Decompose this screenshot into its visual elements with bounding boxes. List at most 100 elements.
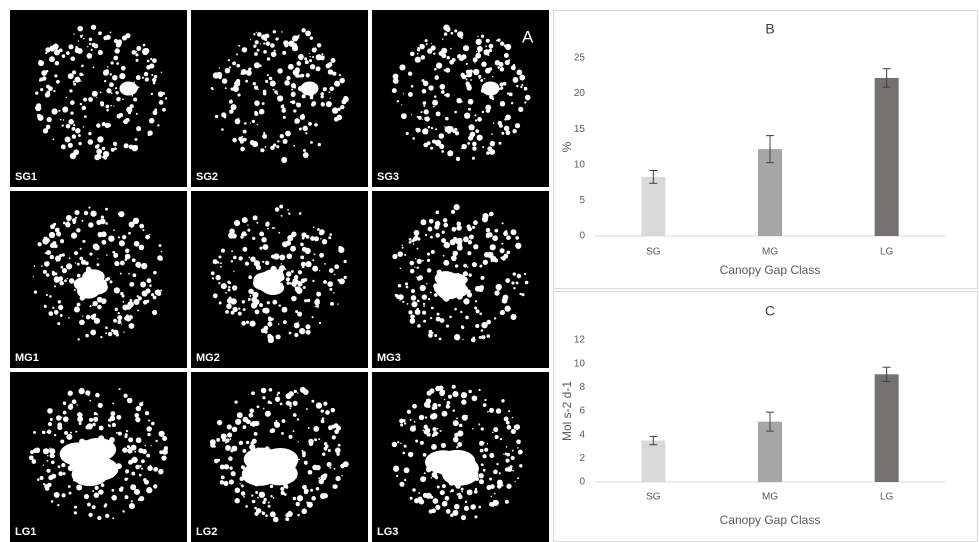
canopy-gap bbox=[283, 320, 287, 324]
gap-blob bbox=[120, 82, 138, 96]
canopy-gap bbox=[75, 262, 76, 263]
canopy-gap bbox=[499, 142, 502, 145]
canopy-gap bbox=[487, 411, 489, 413]
canopy-gap bbox=[456, 446, 458, 448]
photo: MG2 bbox=[191, 191, 368, 368]
canopy-gap bbox=[237, 420, 239, 422]
canopy-gap bbox=[111, 495, 117, 501]
canopy-gap bbox=[477, 46, 483, 52]
canopy-gap bbox=[101, 215, 104, 218]
canopy-gap bbox=[68, 317, 70, 319]
canopy-gap bbox=[330, 302, 334, 306]
canopy-gap bbox=[453, 237, 457, 241]
canopy-gap bbox=[111, 489, 114, 492]
canopy-gap bbox=[153, 271, 157, 275]
canopy-gap bbox=[521, 84, 523, 86]
canopy-gap bbox=[492, 98, 494, 100]
canopy-gap bbox=[100, 336, 102, 338]
canopy-gap bbox=[257, 32, 262, 37]
canopy-gap bbox=[66, 263, 72, 269]
canopy-gap bbox=[474, 490, 478, 494]
canopy-gap bbox=[265, 222, 269, 226]
canopy-gap bbox=[310, 489, 313, 492]
canopy-gap bbox=[69, 257, 71, 259]
canopy-gap bbox=[298, 270, 302, 274]
canopy-gap bbox=[301, 74, 305, 78]
canopy-gap bbox=[482, 216, 488, 222]
canopy-gap bbox=[313, 426, 319, 432]
photo-label: LG3 bbox=[377, 526, 398, 538]
canopy-gap bbox=[461, 54, 466, 59]
canopy-gap bbox=[47, 460, 49, 462]
canopy-gap bbox=[493, 122, 495, 124]
canopy-gap bbox=[440, 430, 442, 432]
canopy-gap bbox=[501, 399, 504, 402]
canopy-gap bbox=[335, 447, 341, 453]
canopy-gap bbox=[251, 495, 253, 497]
canopy-gap bbox=[147, 130, 152, 135]
canopy-gap bbox=[506, 236, 510, 240]
canopy-gap bbox=[40, 88, 43, 91]
canopy-gap bbox=[241, 231, 246, 236]
canopy-gap bbox=[417, 300, 420, 303]
canopy-gap bbox=[396, 295, 400, 299]
canopy-gap bbox=[443, 501, 447, 505]
canopy-gap bbox=[248, 298, 251, 301]
canopy-gap bbox=[343, 96, 349, 102]
canopy-gap bbox=[108, 424, 111, 427]
canopy-gap bbox=[473, 220, 478, 225]
canopy-gap bbox=[48, 311, 53, 316]
canopy-gap bbox=[153, 296, 157, 300]
canopy-gap bbox=[500, 101, 506, 107]
canopy-gap bbox=[83, 126, 85, 128]
canopy-gap bbox=[254, 62, 260, 68]
canopy-gap bbox=[318, 143, 321, 146]
canopy-gap bbox=[461, 399, 466, 404]
canopy-gap bbox=[136, 437, 142, 443]
canopy-gap bbox=[297, 281, 302, 286]
canopy-gap bbox=[243, 308, 246, 311]
canopy-gap bbox=[479, 312, 482, 315]
canopy-gap bbox=[402, 247, 404, 249]
canopy-gap bbox=[35, 105, 41, 111]
canopy-gap bbox=[262, 102, 265, 105]
canopy-gap bbox=[456, 98, 461, 103]
canopy-gap bbox=[506, 446, 508, 448]
canopy-gap bbox=[299, 128, 302, 131]
canopy-gap bbox=[257, 497, 259, 499]
canopy-gap bbox=[37, 242, 41, 246]
canopy-gap bbox=[42, 431, 45, 434]
canopy-gap bbox=[513, 272, 516, 275]
canopy-gap bbox=[296, 74, 300, 78]
canopy-gap bbox=[316, 54, 322, 60]
canopy-gap bbox=[432, 427, 436, 431]
canopy-gap bbox=[421, 55, 426, 60]
canopy-gap bbox=[407, 303, 409, 305]
canopy-gap bbox=[402, 245, 403, 246]
canopy-gap bbox=[467, 142, 470, 145]
canopy-gap bbox=[443, 260, 449, 266]
canopy-gap bbox=[68, 485, 71, 488]
canopy-gap bbox=[285, 486, 288, 489]
canopy-gap bbox=[253, 82, 256, 85]
y-tick-label: 8 bbox=[579, 382, 585, 393]
canopy-gap bbox=[310, 141, 313, 144]
canopy-gap bbox=[136, 126, 141, 131]
canopy-gap bbox=[257, 405, 260, 408]
canopy-gap bbox=[92, 505, 96, 509]
canopy-gap bbox=[482, 111, 484, 113]
canopy-gap bbox=[312, 280, 314, 282]
canopy-gap bbox=[56, 231, 61, 236]
canopy-gap bbox=[268, 337, 274, 343]
canopy-gap bbox=[434, 334, 437, 337]
canopy-gap bbox=[304, 57, 307, 60]
canopy-gap bbox=[69, 89, 72, 92]
canopy-gap bbox=[293, 430, 295, 432]
canopy-gap bbox=[252, 500, 256, 504]
canopy-gap bbox=[507, 425, 512, 430]
canopy-gap bbox=[95, 486, 99, 490]
canopy-gap bbox=[327, 462, 332, 467]
canopy-gap bbox=[306, 502, 308, 504]
canopy-gap bbox=[73, 128, 75, 130]
canopy-gap bbox=[77, 416, 83, 422]
